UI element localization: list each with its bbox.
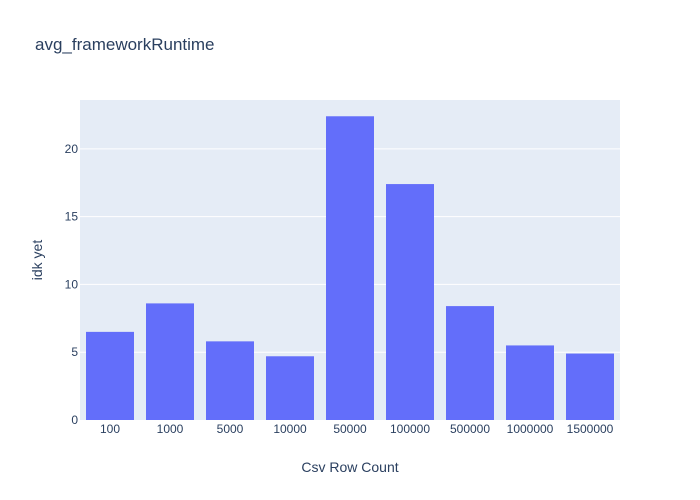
bar-10000[interactable] (266, 356, 314, 420)
x-tick-label: 500000 (450, 422, 490, 436)
x-axis-title: Csv Row Count (301, 459, 398, 475)
x-tick-label: 1000000 (507, 422, 554, 436)
x-axis-ticks: 100 1000 5000 10000 50000 100000 500000 1000000… (100, 422, 614, 436)
bar-500000[interactable] (446, 306, 494, 420)
x-tick-label: 100 (100, 422, 120, 436)
y-axis-title: idk yet (29, 240, 45, 281)
y-tick-label: 10 (65, 277, 79, 291)
x-tick-label: 100000 (390, 422, 430, 436)
x-tick-label: 5000 (217, 422, 244, 436)
bar-5000[interactable] (206, 341, 254, 420)
bar-50000[interactable] (326, 116, 374, 421)
y-axis-ticks: 0 5 10 15 20 (65, 142, 79, 427)
x-tick-label: 10000 (273, 422, 307, 436)
y-tick-label: 0 (71, 413, 78, 427)
y-tick-label: 15 (65, 210, 79, 224)
x-tick-label: 1500000 (567, 422, 614, 436)
bars (86, 116, 614, 421)
y-tick-label: 5 (71, 345, 78, 359)
bar-1000000[interactable] (506, 345, 554, 420)
x-tick-label: 1000 (157, 422, 184, 436)
bar-1500000[interactable] (566, 353, 614, 420)
chart-title: avg_frameworkRuntime (35, 35, 215, 54)
bar-100[interactable] (86, 331, 134, 420)
bar-1000[interactable] (146, 303, 194, 420)
x-tick-label: 50000 (333, 422, 367, 436)
y-tick-label: 20 (65, 142, 79, 156)
bar-100000[interactable] (386, 184, 434, 420)
